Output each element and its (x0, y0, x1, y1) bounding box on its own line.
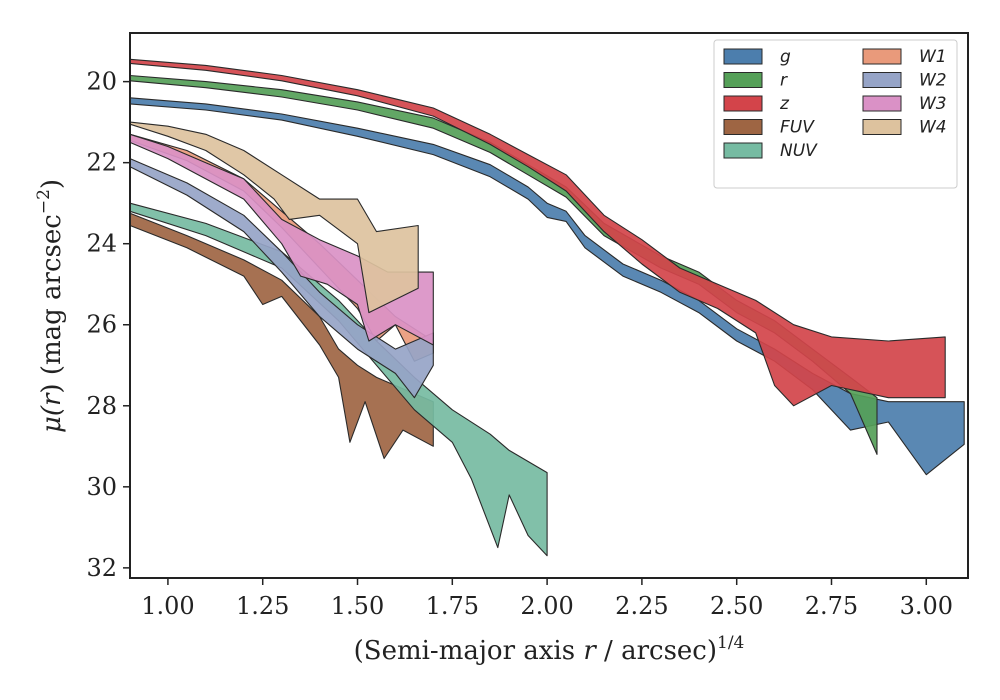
x-tick-label: 2.50 (710, 592, 763, 620)
x-tick-label: 2.75 (805, 592, 858, 620)
area-w3 (129, 133, 434, 346)
area-z (129, 58, 946, 407)
legend-swatch-z (723, 95, 763, 112)
legend-label-fuv: FUV (780, 118, 815, 138)
series-areas (129, 58, 965, 557)
x-tick-label: 1.50 (331, 592, 384, 620)
x-tick-label: 1.25 (236, 592, 289, 620)
area-w4 (129, 121, 419, 314)
y-tick-label: 24 (86, 230, 117, 258)
legend: grz FUV NUV W1 W2 W3 W4 (713, 39, 958, 189)
y-axis-ticks: 20 22 24 26 28 30 32 (86, 68, 130, 582)
x-tick-label: 3.00 (900, 592, 953, 620)
legend-label-w1: W1 (919, 47, 947, 67)
legend-swatch-r (723, 72, 763, 88)
y-tick-label: 32 (86, 554, 117, 582)
x-tick-label: 2.25 (615, 592, 668, 620)
legend-label-w3: W3 (919, 94, 947, 114)
legend-label-w4: W4 (919, 118, 947, 138)
legend-label-nuv: NUV (780, 141, 818, 161)
legend-label-r: r (780, 71, 788, 91)
legend-swatch-w3 (862, 95, 902, 112)
y-tick-label: 30 (86, 473, 117, 501)
plot-frame (129, 32, 969, 579)
legend-swatch-w4 (862, 119, 902, 135)
area-w2 (129, 158, 434, 399)
legend-swatch-w2 (862, 72, 902, 88)
legend-swatch-g (723, 48, 763, 65)
x-axis-label: (Semi-major axis r / arcsec)1/4 (354, 633, 745, 666)
x-axis-ticks: 1.00 1.25 1.50 1.75 2.00 2.25 2.50 2.75 3.00 (141, 578, 953, 620)
legend-swatch-fuv (723, 119, 763, 135)
legend-swatch-w1 (862, 48, 902, 65)
legend-swatch-nuv (723, 142, 763, 159)
legend-label-z: z (779, 94, 790, 114)
y-tick-label: 20 (86, 68, 117, 96)
x-tick-label: 1.00 (141, 592, 194, 620)
area-g (129, 97, 965, 476)
legend-label-w2: W2 (919, 71, 947, 91)
area-fuv (129, 212, 434, 460)
legend-label-g: g (780, 47, 791, 67)
y-axis-label: μ(r) (mag arcsec−2) (34, 179, 67, 433)
y-tick-label: 28 (86, 392, 117, 420)
x-tick-label: 2.00 (520, 592, 573, 620)
x-tick-label: 1.75 (426, 592, 479, 620)
y-tick-label: 22 (86, 149, 117, 177)
y-tick-label: 26 (86, 311, 117, 339)
